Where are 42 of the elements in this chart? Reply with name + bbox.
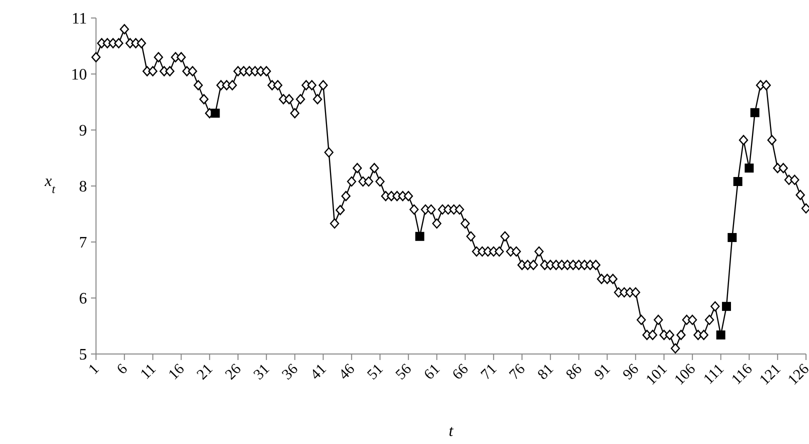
x-tick-label: 91 xyxy=(592,361,614,384)
x-tick-label: 71 xyxy=(478,361,500,384)
x-tick-label: 56 xyxy=(393,360,416,384)
x-tick-label: 31 xyxy=(251,361,273,384)
point xyxy=(415,232,424,241)
y-tick-label: 10 xyxy=(71,66,87,84)
point xyxy=(716,330,726,340)
point xyxy=(728,233,737,242)
x-tick-label: 116 xyxy=(728,360,756,388)
y-tick-label: 5 xyxy=(79,346,87,364)
point xyxy=(733,177,742,186)
x-tick-label: 26 xyxy=(222,360,245,384)
x-tick-label: 76 xyxy=(506,360,529,384)
point xyxy=(722,302,731,311)
x-tick-label: 46 xyxy=(336,360,358,384)
x-tick-label: 121 xyxy=(756,361,784,388)
point xyxy=(744,164,754,173)
x-tick-label: 111 xyxy=(700,361,728,388)
y-tick-label: 6 xyxy=(79,290,87,308)
point xyxy=(750,108,760,118)
x-tick-label: 66 xyxy=(450,360,472,384)
x-tick-label: 101 xyxy=(643,361,671,388)
x-tick-label: 16 xyxy=(166,360,188,384)
x-axis-title: t xyxy=(448,423,454,440)
x-tick-label: 51 xyxy=(364,361,387,384)
x-tick-label: 61 xyxy=(421,361,444,384)
x-tick-label: 81 xyxy=(535,361,557,384)
x-tick-label: 86 xyxy=(563,360,586,384)
x-tick-label: 106 xyxy=(672,360,700,388)
y-tick-label: 8 xyxy=(79,178,87,196)
x-tick-label: 11 xyxy=(138,361,160,383)
x-tick-label: 41 xyxy=(308,361,330,384)
x-tick-label: 96 xyxy=(620,360,642,384)
y-tick-label: 9 xyxy=(79,122,87,140)
x-tick-label: 36 xyxy=(279,360,302,384)
point xyxy=(210,108,220,118)
y-tick-label: 7 xyxy=(79,234,87,252)
x-tick-label: 21 xyxy=(194,361,216,384)
y-tick-label: 11 xyxy=(72,10,87,28)
x-tick-label: 6 xyxy=(114,360,132,378)
y-axis-title: x$_{t}$ xyxy=(44,173,56,196)
x-tick-label: 1 xyxy=(86,361,103,378)
